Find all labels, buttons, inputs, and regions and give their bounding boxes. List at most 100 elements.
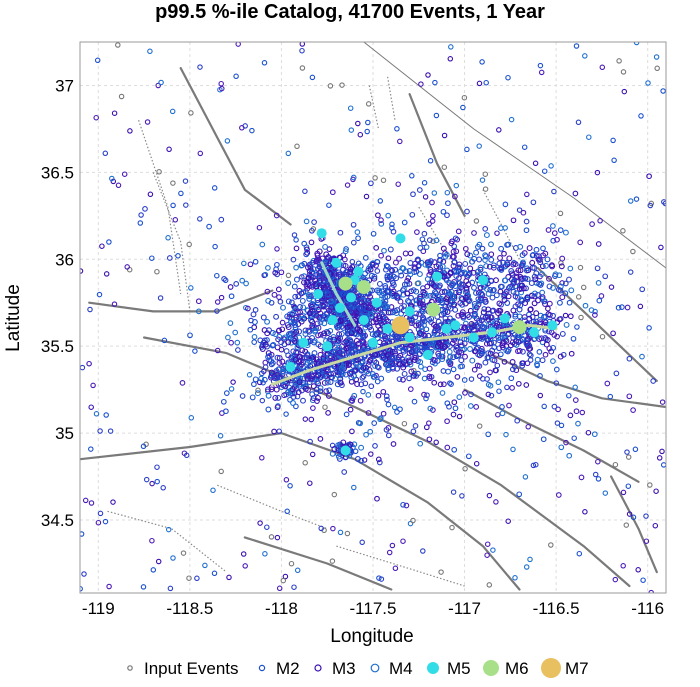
event-marker <box>409 348 416 355</box>
event-marker <box>552 271 559 278</box>
event-marker <box>374 259 381 266</box>
event-marker <box>432 293 439 299</box>
event-marker <box>621 88 628 95</box>
event-marker <box>396 360 402 367</box>
event-marker <box>473 218 480 224</box>
event-marker <box>401 281 408 288</box>
event-marker <box>486 582 493 588</box>
event-marker <box>548 542 554 548</box>
event-marker <box>448 281 455 288</box>
event-marker <box>242 563 248 569</box>
event-marker <box>566 276 572 283</box>
event-marker <box>299 297 306 304</box>
event-marker <box>245 305 251 312</box>
event-marker <box>566 392 572 399</box>
event-marker <box>307 359 314 366</box>
event-marker <box>518 285 525 292</box>
event-marker <box>365 119 371 126</box>
event-marker <box>533 310 540 317</box>
event-marker <box>530 251 537 258</box>
event-marker <box>608 284 615 290</box>
event-marker <box>416 187 423 193</box>
event-marker <box>368 383 375 390</box>
event-marker <box>503 431 509 438</box>
event-marker <box>532 276 539 283</box>
event-marker <box>374 378 381 385</box>
event-marker <box>441 344 448 350</box>
event-marker <box>219 85 225 92</box>
event-marker <box>364 305 370 312</box>
event-marker <box>596 297 603 304</box>
event-marker <box>533 461 539 468</box>
event-marker <box>297 309 304 316</box>
event-marker <box>271 428 277 435</box>
event-marker <box>137 220 144 226</box>
event-marker <box>337 271 344 278</box>
event-marker <box>252 258 259 265</box>
legend-label: M7 <box>565 659 589 678</box>
event-marker <box>529 259 536 266</box>
event-marker <box>456 264 463 271</box>
event-marker <box>249 394 256 401</box>
event-marker <box>383 393 390 400</box>
event-marker <box>313 386 320 393</box>
event-marker <box>487 286 494 293</box>
event-marker <box>389 364 396 371</box>
event-marker <box>309 283 316 290</box>
event-marker <box>426 365 433 372</box>
event-marker <box>262 551 268 557</box>
event-marker <box>594 265 601 272</box>
event-marker <box>484 541 491 547</box>
event-marker <box>309 318 316 325</box>
event-marker <box>293 382 300 389</box>
event-marker <box>274 344 281 351</box>
event-marker <box>186 241 192 248</box>
event-marker <box>302 416 309 422</box>
event-marker <box>298 262 305 269</box>
event-marker <box>149 537 155 544</box>
event-marker <box>95 519 102 526</box>
event-marker <box>166 255 173 261</box>
event-marker <box>438 353 445 360</box>
event-marker <box>550 223 556 229</box>
event-marker <box>505 285 512 292</box>
event-marker <box>197 64 203 70</box>
event-marker <box>483 79 489 86</box>
event-marker <box>275 394 282 401</box>
event-marker <box>354 307 361 314</box>
event-marker <box>460 104 466 111</box>
event-marker <box>504 331 511 338</box>
event-marker <box>516 306 523 313</box>
event-marker <box>537 62 544 69</box>
event-marker <box>602 273 609 280</box>
event-marker <box>540 436 547 443</box>
event-marker <box>612 461 619 468</box>
event-marker <box>573 408 580 415</box>
event-marker <box>319 301 326 308</box>
event-marker <box>427 269 434 276</box>
event-marker <box>255 387 261 394</box>
event-marker <box>484 354 491 361</box>
event-marker <box>250 311 257 318</box>
event-marker <box>567 313 574 320</box>
event-marker <box>505 346 512 353</box>
event-marker <box>251 324 258 331</box>
event-marker <box>541 403 547 410</box>
x-tick-label: -118 <box>265 599 298 618</box>
event-marker <box>304 359 311 366</box>
event-marker <box>397 352 404 359</box>
event-marker <box>339 82 345 88</box>
event-marker <box>611 157 617 164</box>
event-marker <box>490 307 497 314</box>
event-marker <box>150 567 157 573</box>
event-marker <box>97 510 104 517</box>
event-marker <box>350 221 357 228</box>
event-marker <box>610 137 616 144</box>
event-marker <box>439 390 446 396</box>
event-marker <box>287 335 294 342</box>
event-marker <box>476 143 482 149</box>
event-marker <box>251 381 257 388</box>
event-marker <box>383 262 390 269</box>
event-marker <box>328 298 334 305</box>
event-marker <box>431 190 438 196</box>
